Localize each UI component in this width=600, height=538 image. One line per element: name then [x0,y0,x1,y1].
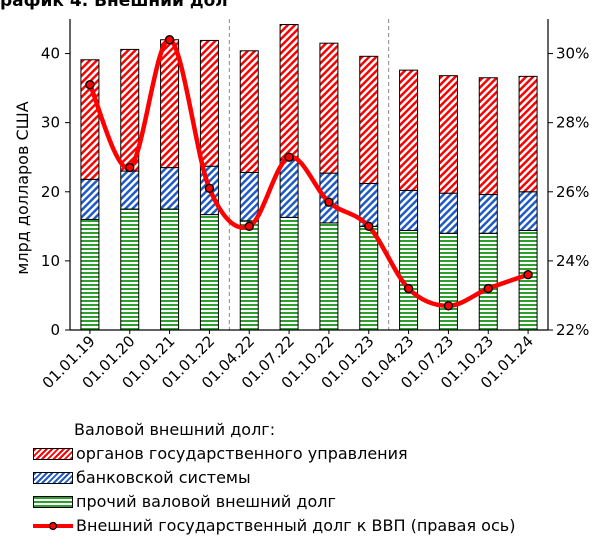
debt-to-gdp-point [125,162,135,173]
legend-label-banks: банковской системы [76,468,251,487]
debt-to-gdp-point [483,283,493,294]
legend-swatch-red [32,447,74,461]
bar-segment-government [160,39,180,169]
debt-to-gdp-point [443,301,454,311]
bar-segment-other [319,222,339,331]
debt-to-gdp-point [403,283,414,294]
debt-to-gdp-point [364,221,374,232]
grid-layer [228,19,390,330]
y-axis-label: млрд долларов США [13,101,32,274]
legend-swatch-line [32,519,74,533]
debt-to-gdp-point [523,270,533,280]
debt-to-gdp-line [87,37,529,309]
bar-segment-government [80,59,100,180]
y2-tick-label: 22% [556,321,589,339]
bar-segment-banks [279,159,299,218]
bar-segment-government [319,42,339,174]
bar-segment-other [478,232,498,331]
bar-segment-banks [438,192,458,234]
bar-segment-government [279,24,299,161]
chart-title-fragment: рафик 4. Внешний дол [0,0,228,11]
bar-segment-government [199,39,219,167]
y-tick-label: 10 [41,252,60,270]
line-layer [85,35,533,311]
bar-segment-banks [399,189,419,231]
bar-segment-government [239,50,259,173]
bar-segment-banks [80,178,100,220]
bar-segment-other [438,232,458,331]
legend-title: Валовой внешний долг: [74,420,276,439]
bar-segment-banks [239,171,259,222]
bar-segment-other [239,220,259,331]
y2-tick-label: 26% [556,183,589,201]
bar-segment-other [518,229,538,331]
legend-label-debt-gdp: Внешний государственный долг к ВВП (прав… [76,516,516,535]
bar-segment-government [359,55,379,184]
y-tick-label: 0 [50,321,60,339]
bar-segment-government [399,69,419,191]
bar-segment-other [80,218,100,331]
legend: Валовой внешний долг: органов государств… [32,418,598,538]
bar-segment-other [120,208,140,331]
debt-to-gdp-point [164,35,175,45]
bar-segment-other [359,225,379,331]
y-tick-label: 40 [41,45,60,63]
legend-swatch-blue [32,471,74,485]
bar-segment-other [160,208,180,331]
debt-to-gdp-point [204,183,215,194]
bar-segment-government [518,75,538,193]
bar-segment-banks [160,167,180,210]
debt-to-gdp-point [324,197,334,207]
bar-segment-government [438,75,458,194]
bar-segment-banks [518,191,538,231]
y-tick-label: 30 [41,114,60,132]
legend-item-other: прочий валовой внешний долг [32,490,598,514]
y2-tick-label: 30% [556,45,589,63]
y-tick-label: 20 [41,183,60,201]
bar-segment-other [279,216,299,331]
y2-tick-label: 24% [556,252,589,270]
debt-to-gdp-point [244,221,254,232]
y2-tick-label: 28% [556,114,589,132]
debt-to-gdp-point [284,152,294,162]
bar-segment-banks [120,170,140,210]
legend-swatch-green [32,495,74,509]
bar-segment-banks [478,194,498,234]
legend-item-government: органов государственного управления [32,442,598,466]
debt-to-gdp-point [85,79,95,90]
bar-segment-government [478,77,498,196]
legend-label-other: прочий валовой внешний долг [76,492,336,511]
bars-layer [80,24,538,331]
legend-item-banks: банковской системы [32,466,598,490]
legend-label-government: органов государственного управления [76,444,408,463]
chart: 01020304022%24%26%28%30%01.01.1901.01.20… [13,19,589,392]
bar-segment-other [199,214,219,331]
legend-item-debt-gdp: Внешний государственный долг к ВВП (прав… [32,514,598,538]
